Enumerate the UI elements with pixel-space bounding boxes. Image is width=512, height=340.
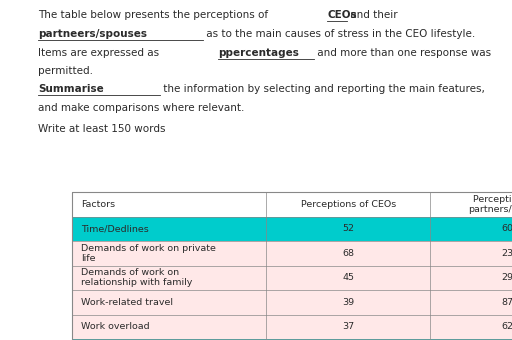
Text: Work overload: Work overload (81, 322, 150, 331)
Text: Factors: Factors (81, 200, 116, 209)
Text: 37: 37 (342, 322, 354, 331)
Bar (72, 314, 512, 339)
Text: 62: 62 (501, 322, 512, 331)
Bar (72, 192, 512, 217)
Text: 23: 23 (501, 249, 512, 258)
Text: Time/Dedlines: Time/Dedlines (81, 224, 149, 233)
Text: partneers/spouses: partneers/spouses (38, 29, 147, 39)
Text: CEOs: CEOs (327, 10, 357, 20)
Text: the information by selecting and reporting the main features,: the information by selecting and reporti… (160, 84, 484, 94)
Bar (72, 266, 512, 290)
Text: and more than one response was: and more than one response was (314, 48, 491, 57)
Text: as to the main causes of stress in the CEO lifestyle.: as to the main causes of stress in the C… (203, 29, 475, 39)
Text: and make comparisons where relevant.: and make comparisons where relevant. (38, 103, 245, 113)
Text: 39: 39 (342, 298, 354, 307)
Text: 45: 45 (342, 273, 354, 282)
Bar (72, 290, 512, 314)
Text: permitted.: permitted. (38, 66, 93, 76)
Text: Items are expressed as: Items are expressed as (38, 48, 163, 57)
Bar (72, 217, 512, 241)
Bar (72, 339, 512, 340)
Text: Demands of work on
relationship with family: Demands of work on relationship with fam… (81, 268, 193, 288)
Text: 29: 29 (501, 273, 512, 282)
Text: The table below presents the perceptions of: The table below presents the perceptions… (38, 10, 272, 20)
Text: 60: 60 (501, 224, 512, 233)
Bar (72, 241, 512, 266)
Text: Perceptions of CEOs: Perceptions of CEOs (301, 200, 396, 209)
Text: Work-related travel: Work-related travel (81, 298, 174, 307)
Text: Demands of work on private
life: Demands of work on private life (81, 243, 216, 263)
Text: 87: 87 (501, 298, 512, 307)
Text: 68: 68 (342, 249, 354, 258)
Text: ppercentages: ppercentages (218, 48, 299, 57)
Text: Perceptions of
partners/spouse: Perceptions of partners/spouse (468, 194, 512, 214)
Text: and their: and their (347, 10, 398, 20)
Text: 52: 52 (342, 224, 354, 233)
Text: Summarise: Summarise (38, 84, 104, 94)
Text: Write at least 150 words: Write at least 150 words (38, 124, 166, 134)
